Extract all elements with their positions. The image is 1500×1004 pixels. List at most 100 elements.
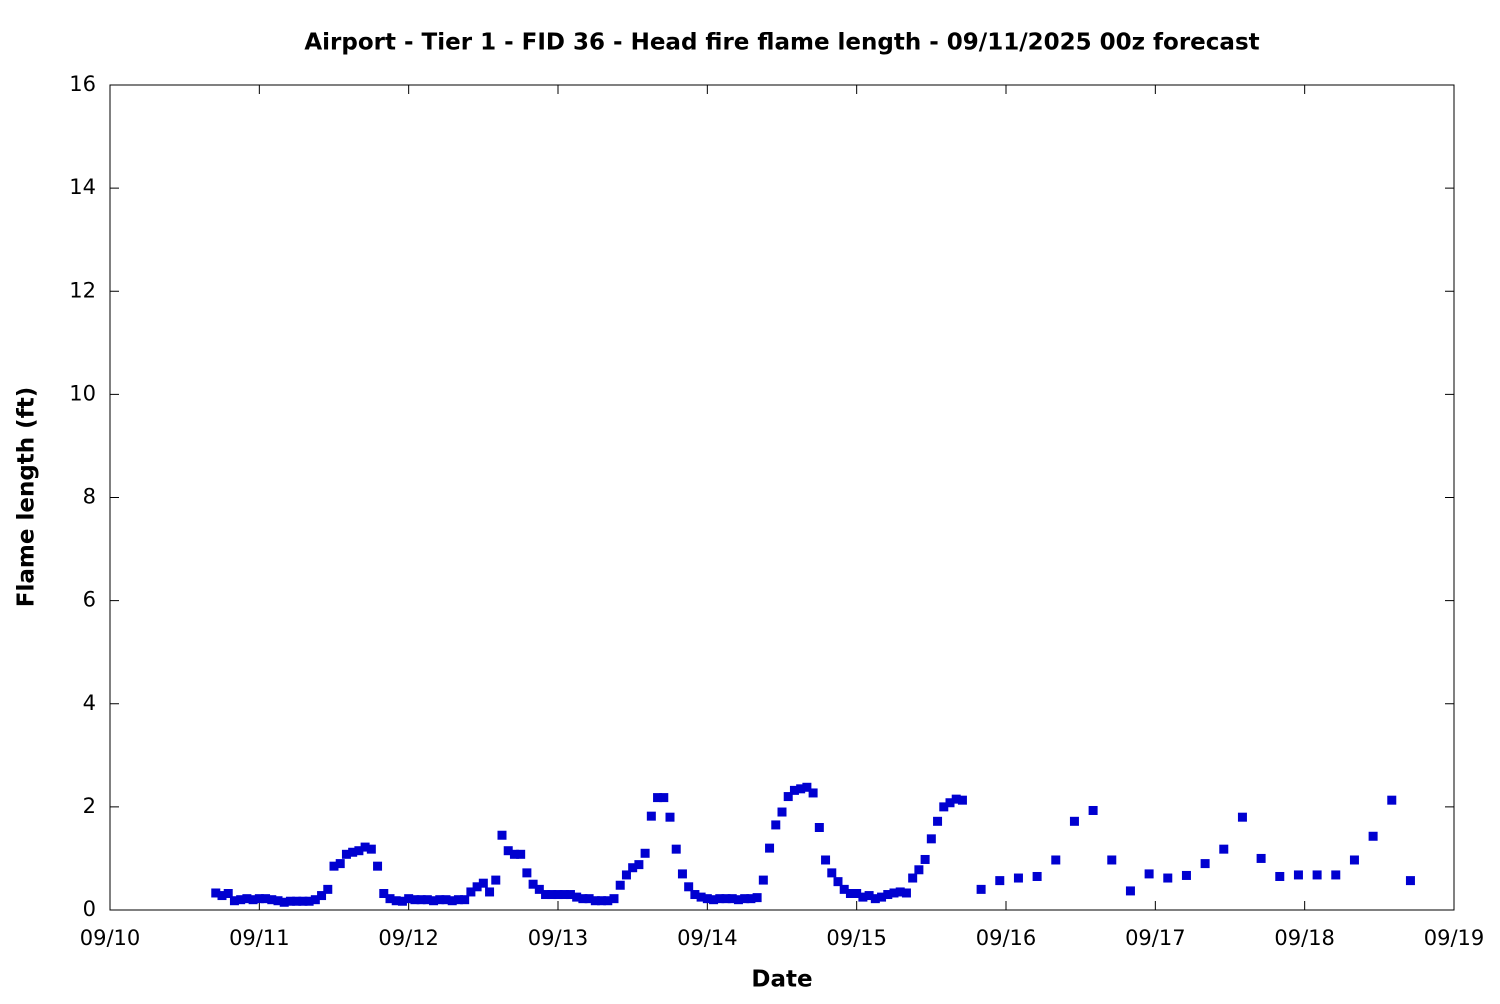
marker	[578, 894, 588, 904]
marker	[821, 855, 831, 865]
marker	[391, 896, 401, 906]
marker	[603, 896, 613, 906]
marker	[901, 888, 911, 898]
marker	[802, 782, 812, 792]
marker	[702, 894, 712, 904]
marker	[559, 890, 569, 900]
y-tick-label: 12	[69, 278, 96, 302]
marker	[715, 894, 725, 904]
y-tick-label: 0	[83, 897, 96, 921]
marker	[833, 877, 843, 887]
y-tick-label: 2	[83, 794, 96, 818]
marker	[740, 894, 750, 904]
marker	[497, 830, 507, 840]
marker	[665, 812, 675, 822]
marker	[752, 893, 762, 903]
marker	[597, 896, 607, 906]
marker	[945, 798, 955, 808]
marker	[1051, 855, 1061, 865]
marker	[323, 884, 333, 894]
marker	[478, 878, 488, 888]
marker	[397, 896, 407, 906]
marker	[285, 896, 295, 906]
marker	[590, 896, 600, 906]
marker	[1387, 795, 1397, 805]
marker	[646, 811, 656, 821]
marker	[366, 844, 376, 854]
x-tick-label: 09/11	[229, 926, 290, 950]
marker	[1331, 870, 1341, 880]
marker	[1144, 869, 1154, 879]
y-tick-label: 6	[83, 588, 96, 612]
marker	[317, 891, 327, 901]
x-axis-label: Date	[751, 967, 812, 993]
marker	[1107, 855, 1117, 865]
marker	[765, 843, 775, 853]
marker	[1312, 870, 1322, 880]
marker	[1275, 871, 1285, 881]
x-tick-label: 09/13	[528, 926, 589, 950]
marker	[895, 887, 905, 897]
marker	[733, 895, 743, 905]
x-tick-label: 09/15	[826, 926, 887, 950]
marker	[908, 873, 918, 883]
marker	[236, 895, 246, 905]
x-tick-label: 09/18	[1274, 926, 1335, 950]
marker	[976, 884, 986, 894]
marker	[1237, 812, 1247, 822]
marker	[460, 895, 470, 905]
marker	[1181, 870, 1191, 880]
marker	[914, 865, 924, 875]
marker	[329, 861, 339, 871]
x-tick-label: 09/10	[80, 926, 141, 950]
marker	[273, 896, 283, 906]
marker	[279, 897, 289, 907]
marker	[926, 834, 936, 844]
marker	[1219, 844, 1229, 854]
marker	[509, 849, 519, 859]
marker	[435, 895, 445, 905]
marker	[814, 823, 824, 832]
marker	[777, 807, 787, 817]
marker	[758, 875, 768, 885]
marker	[827, 868, 837, 878]
marker	[920, 854, 930, 864]
marker	[341, 849, 351, 859]
marker	[335, 859, 345, 869]
marker	[547, 890, 557, 900]
x-tick-label: 09/12	[378, 926, 439, 950]
marker	[354, 846, 364, 856]
marker	[1163, 873, 1173, 883]
y-tick-label: 8	[83, 485, 96, 509]
marker	[1013, 873, 1023, 883]
marker	[466, 887, 476, 897]
y-tick-label: 10	[69, 381, 96, 405]
marker	[1405, 876, 1415, 886]
x-tick-label: 09/19	[1424, 926, 1485, 950]
marker	[957, 795, 967, 805]
marker	[522, 868, 532, 878]
marker	[951, 794, 961, 804]
marker	[298, 896, 308, 906]
marker	[659, 793, 669, 803]
marker	[373, 861, 383, 871]
marker	[889, 888, 899, 898]
marker	[441, 895, 451, 905]
marker	[634, 860, 644, 870]
marker	[229, 896, 239, 906]
marker	[379, 889, 389, 898]
marker	[541, 890, 551, 900]
marker	[727, 894, 737, 904]
marker	[615, 880, 625, 890]
marker	[491, 875, 501, 885]
marker	[1088, 805, 1098, 815]
y-tick-label: 16	[69, 72, 96, 96]
marker	[1032, 871, 1042, 881]
marker	[1069, 816, 1079, 826]
marker	[690, 890, 700, 900]
marker	[292, 896, 302, 906]
marker	[516, 849, 526, 859]
marker	[1368, 831, 1378, 841]
marker	[933, 816, 943, 826]
